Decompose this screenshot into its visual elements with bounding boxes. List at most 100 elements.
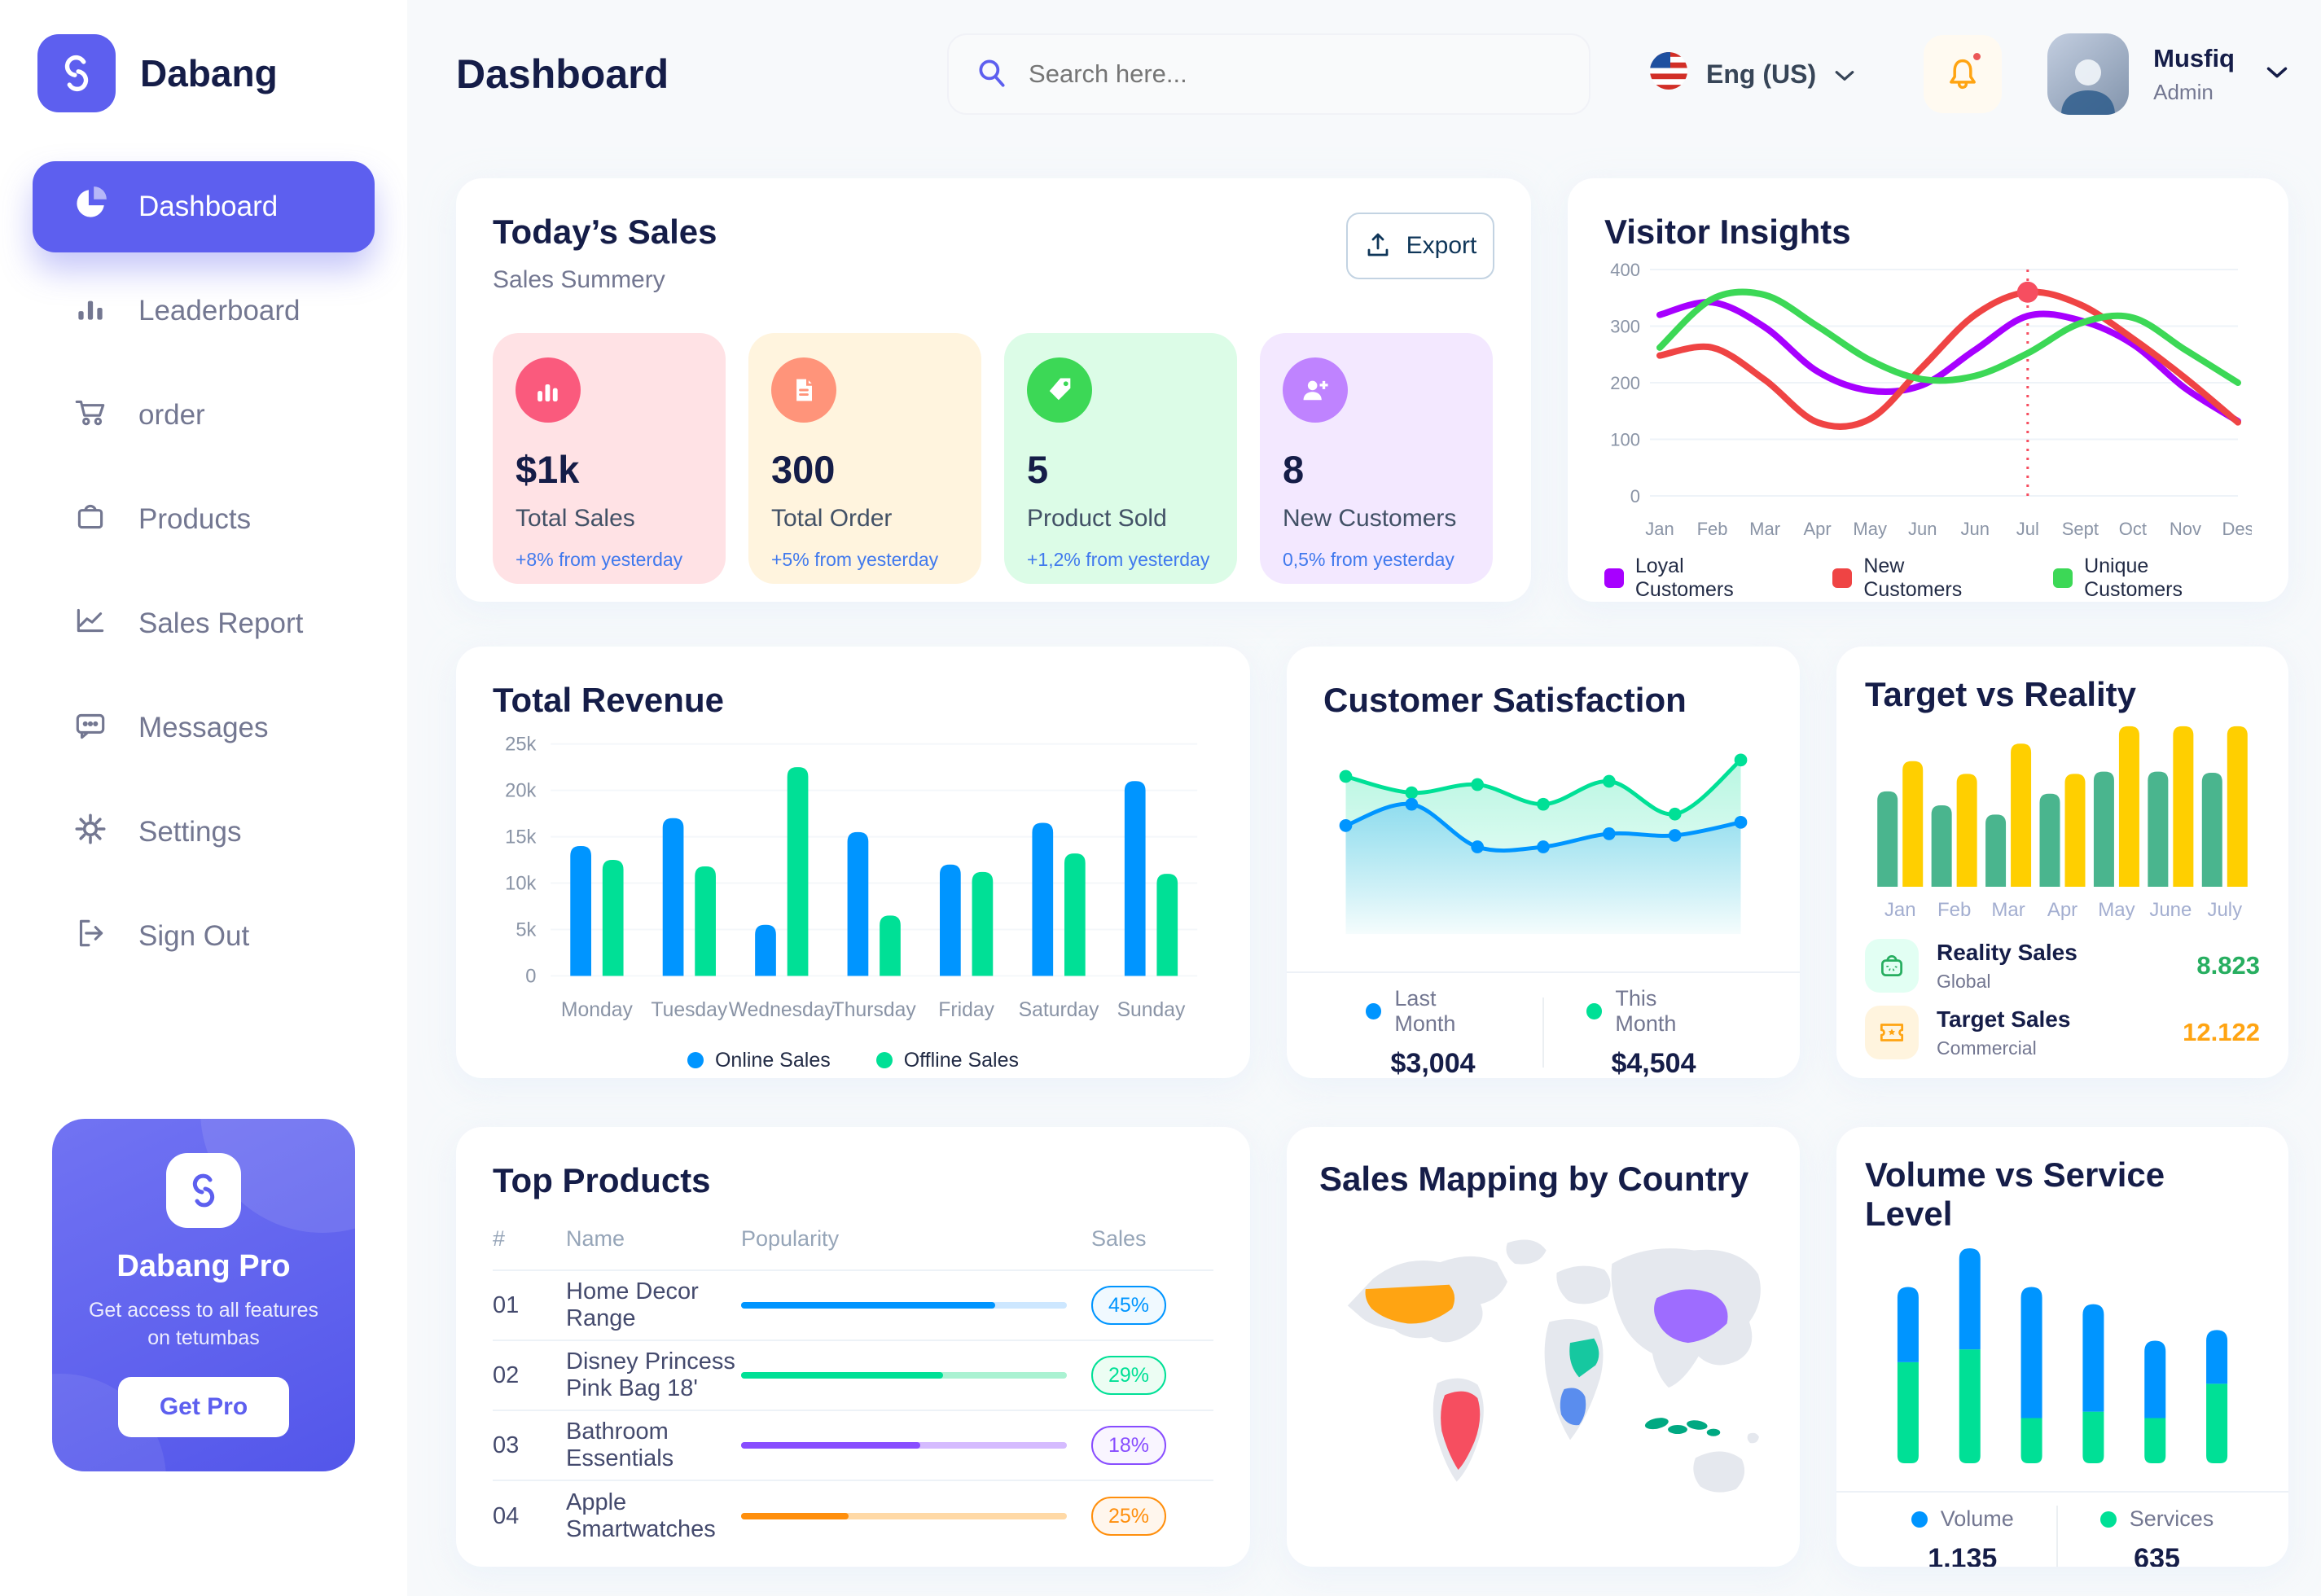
svg-text:June: June [2149,899,2192,921]
sidebar-item-label: Sign Out [138,920,250,952]
main-content: Dashboard Eng (US) Musfiq Admin Today [407,0,2321,1596]
message-icon [72,706,109,751]
order-file-icon [771,357,836,423]
svg-text:20k: 20k [505,781,536,802]
svg-text:May: May [1853,519,1887,539]
sign-out-icon [72,914,109,959]
user-name: Musfiq [2153,43,2235,72]
header-sales: Sales [1091,1226,1147,1251]
product-num: 04 [493,1502,520,1529]
svg-text:25k: 25k [505,734,536,756]
svg-text:Jan: Jan [1884,899,1916,921]
stat-card-new-customers: 8 New Customers 0,5% from yesterday [1260,333,1493,584]
bag-icon [1865,939,1919,993]
svg-text:0: 0 [525,966,536,987]
us-flag-icon [1649,51,1688,97]
language-selector[interactable]: Eng (US) [1649,51,1855,97]
sidebar-item-sign-out[interactable]: Sign Out [33,891,375,982]
user-chevron-down-icon[interactable] [2266,64,2288,85]
top-products-card: Top Products # Name Popularity Sales 01 H… [456,1127,1250,1567]
stat-delta: 0,5% from yesterday [1283,549,1454,570]
brand-name: Dabang [140,52,278,94]
bar-chart-icon [516,357,581,423]
stat-label: Total Sales [516,505,635,532]
svg-text:Mar: Mar [1749,519,1780,539]
country-indonesia[interactable] [1644,1416,1721,1436]
country-dr-congo[interactable] [1560,1388,1586,1426]
sidebar-item-label: Settings [138,816,242,848]
product-num: 02 [493,1361,520,1388]
svg-text:10k: 10k [505,873,536,894]
sidebar-item-messages[interactable]: Messages [33,682,375,774]
legend-item: Offline Sales [875,1049,1019,1072]
country-china[interactable] [1654,1289,1728,1344]
product-num: 01 [493,1291,520,1318]
country-saudi-arabia[interactable] [1569,1338,1599,1378]
stat-card-product-sold: 5 Product Sold +1,2% from yesterday [1004,333,1237,584]
svg-text:Jun: Jun [1961,519,1990,539]
legend-item: Volume 1,135 [1869,1506,2056,1567]
svg-text:5k: 5k [516,919,536,940]
svg-text:Sept: Sept [2062,519,2099,539]
target-vs-reality-card: Target vs Reality Jan Feb Mar Apr May June Jul… [1836,647,2288,1078]
svg-text:Saturday: Saturday [1019,999,1100,1021]
user-menu[interactable]: Musfiq Admin [2153,44,2235,105]
svg-text:Apr: Apr [1804,519,1832,539]
sidebar-item-dashboard[interactable]: Dashboard [33,161,375,252]
legend-item: New Customers [1832,555,2007,602]
stat-label: Product Sold [1027,505,1167,532]
sidebar-item-products[interactable]: Products [33,474,375,565]
svg-text:100: 100 [1610,430,1640,450]
sidebar-nav: Dashboard Leaderboard order Products Sal… [33,161,375,982]
stat-value: $1k [516,448,580,491]
volume-vs-service-legend: Volume 1,135 Services 635 [1865,1506,2260,1567]
svg-text:15k: 15k [505,826,536,848]
visitor-insights-card: Visitor Insights 0 100 200 300 400 Jan Feb Mar A… [1568,178,2288,602]
legend-item: Loyal Customers [1604,555,1787,602]
dabang-pro-icon [166,1153,241,1228]
avatar[interactable] [2047,33,2130,115]
sidebar-item-order[interactable]: order [33,370,375,461]
legend-item: Reality Sales Global 8.823 [1865,939,2260,993]
svg-text:Thursday: Thursday [832,999,917,1021]
sidebar-item-leaderboard[interactable]: Leaderboard [33,265,375,357]
get-pro-button[interactable]: Get Pro [118,1376,289,1437]
pie-chart-icon [72,185,109,230]
sales-mapping-card: Sales Mapping by Country [1287,1127,1800,1567]
product-num: 03 [493,1432,520,1458]
legend-item: Services 635 [2058,1506,2257,1567]
svg-text:300: 300 [1610,317,1640,337]
sales-badge: 29% [1091,1356,1166,1395]
country-united-states[interactable] [1365,1284,1455,1324]
chevron-down-icon [1834,59,1855,90]
customer-satisfaction-card: Customer Satisfaction Last Month $3,004 Th… [1287,647,1800,1078]
table-header: # Name Popularity Sales [493,1218,1213,1271]
stat-delta: +1,2% from yesterday [1027,549,1210,570]
stat-card-total-sales: $1k Total Sales +8% from yesterday [493,333,726,584]
bell-icon [1950,59,1977,90]
svg-text:Monday: Monday [561,999,634,1021]
customer-satisfaction-legend: Last Month $3,004 This Month $4,504 [1323,986,1763,1078]
product-name: Bathroom Essentials [566,1418,674,1471]
notifications-button[interactable] [1924,35,2003,113]
stat-delta: +8% from yesterday [516,549,683,570]
total-revenue-title: Total Revenue [493,681,724,719]
search-input[interactable] [1029,59,1564,89]
leaderboard-icon [72,289,109,334]
stat-value: 5 [1027,448,1049,491]
sidebar-item-settings[interactable]: Settings [33,787,375,878]
target-vs-reality-chart: Jan Feb Mar Apr May June July [1865,714,2260,927]
pro-title: Dabang Pro [116,1249,291,1283]
country-brazil[interactable] [1441,1391,1481,1470]
export-button[interactable]: Export [1346,213,1494,279]
user-plus-icon [1283,357,1348,423]
customer-satisfaction-chart [1323,720,1763,958]
total-revenue-card: Total Revenue 0 5k 10k 15k 20k 25k Monday Tuesd… [456,647,1250,1078]
sidebar-item-sales-report[interactable]: Sales Report [33,578,375,669]
popularity-bar [741,1302,1067,1309]
svg-text:Jun: Jun [1908,519,1937,539]
popularity-bar [741,1442,1067,1449]
cart-icon [72,393,109,438]
export-label: Export [1406,232,1477,259]
total-revenue-legend: Online Sales Offline Sales [493,1049,1213,1072]
